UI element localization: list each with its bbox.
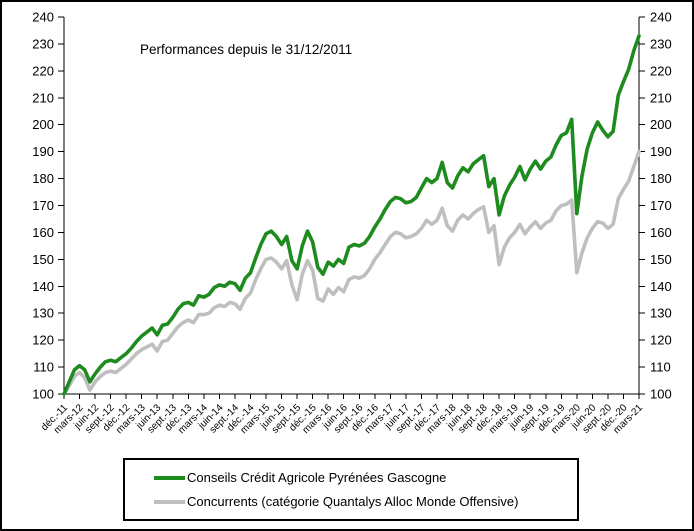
legend-label: Concurrents (catégorie Quantalys Alloc M… <box>187 494 519 509</box>
svg-text:100: 100 <box>32 387 54 402</box>
svg-text:190: 190 <box>650 144 672 159</box>
axes <box>63 17 640 395</box>
svg-text:190: 190 <box>32 144 54 159</box>
svg-text:110: 110 <box>650 360 671 375</box>
legend-label: Conseils Crédit Agricole Pyrénées Gascog… <box>187 470 447 485</box>
svg-text:170: 170 <box>650 198 672 213</box>
chart-title: Performances depuis le 31/12/2011 <box>140 42 353 57</box>
legend-line-swatch <box>154 475 185 480</box>
svg-text:230: 230 <box>32 36 54 51</box>
series-line-0 <box>62 34 641 396</box>
svg-text:180: 180 <box>32 171 54 186</box>
svg-text:120: 120 <box>650 333 672 348</box>
svg-text:160: 160 <box>650 225 672 240</box>
y-axis-labels: 100 100 110 110 120 120 130 130 140 140 150 150 160 1… <box>32 10 671 402</box>
svg-text:140: 140 <box>32 279 54 294</box>
x-axis-labels: déc.-11mars-12juin-12sept.-12déc.-12mars… <box>39 394 645 436</box>
svg-text:200: 200 <box>32 117 54 132</box>
legend-item: Concurrents (catégorie Quantalys Alloc M… <box>154 494 577 509</box>
svg-text:230: 230 <box>650 36 672 51</box>
svg-text:220: 220 <box>32 63 54 78</box>
svg-text:160: 160 <box>32 225 54 240</box>
svg-text:130: 130 <box>32 306 54 321</box>
svg-text:240: 240 <box>32 10 54 25</box>
legend-line-swatch <box>154 499 185 504</box>
svg-text:110: 110 <box>33 360 54 375</box>
series-line-1 <box>62 149 641 396</box>
svg-text:170: 170 <box>32 198 54 213</box>
chart-legend: Conseils Crédit Agricole Pyrénées Gascog… <box>123 458 579 521</box>
svg-text:150: 150 <box>32 252 54 267</box>
svg-text:180: 180 <box>650 171 672 186</box>
legend-item: Conseils Crédit Agricole Pyrénées Gascog… <box>154 470 577 485</box>
svg-text:210: 210 <box>650 90 672 105</box>
svg-text:220: 220 <box>650 63 672 78</box>
svg-text:200: 200 <box>650 117 672 132</box>
svg-text:130: 130 <box>650 306 672 321</box>
svg-text:100: 100 <box>650 387 672 402</box>
svg-text:210: 210 <box>32 90 54 105</box>
svg-text:140: 140 <box>650 279 672 294</box>
svg-text:240: 240 <box>650 10 672 25</box>
svg-text:150: 150 <box>650 252 672 267</box>
svg-text:120: 120 <box>32 333 54 348</box>
